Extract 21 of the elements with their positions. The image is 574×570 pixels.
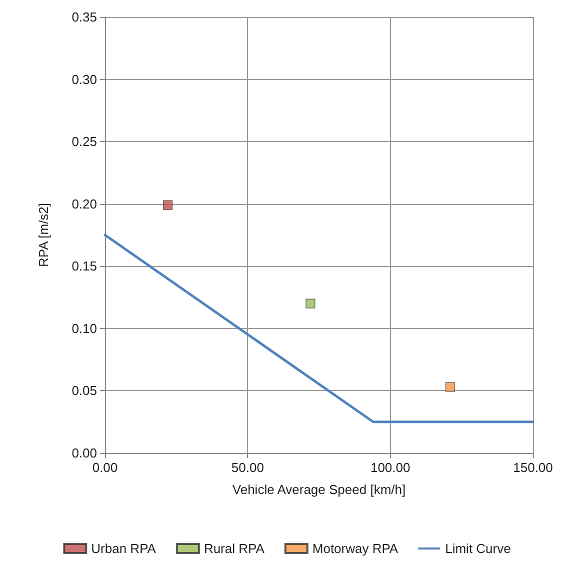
legend-label: Urban RPA [91,541,156,556]
point [306,298,316,308]
y-tick-label: 0.00 [72,446,97,460]
point [445,382,456,392]
x-tick-label: 50.00 [231,460,264,475]
legend-label: Rural RPA [204,541,265,556]
x-tick-label: 100.00 [370,460,410,475]
x-axis-title: Vehicle Average Speed [km/h] [232,482,406,497]
y-tick-label: 0.35 [72,10,97,24]
y-tick-label: 0.05 [72,383,97,398]
y-axis-title: RPA [m/s2] [36,202,51,268]
y-tick-label: 0.25 [72,134,97,150]
y-tick-label: 0.20 [72,196,97,212]
legend-label: Limit Curve [445,541,511,556]
legend-label: Motorway RPA [312,541,398,556]
x-tick-label: 150.00 [513,460,553,475]
y-tick-label: 0.15 [72,258,97,274]
y-tick-label: 0.10 [72,320,97,336]
y-tick-label: 0.30 [72,72,97,87]
x-tick-label: 0.00 [92,460,118,475]
point [162,200,173,210]
